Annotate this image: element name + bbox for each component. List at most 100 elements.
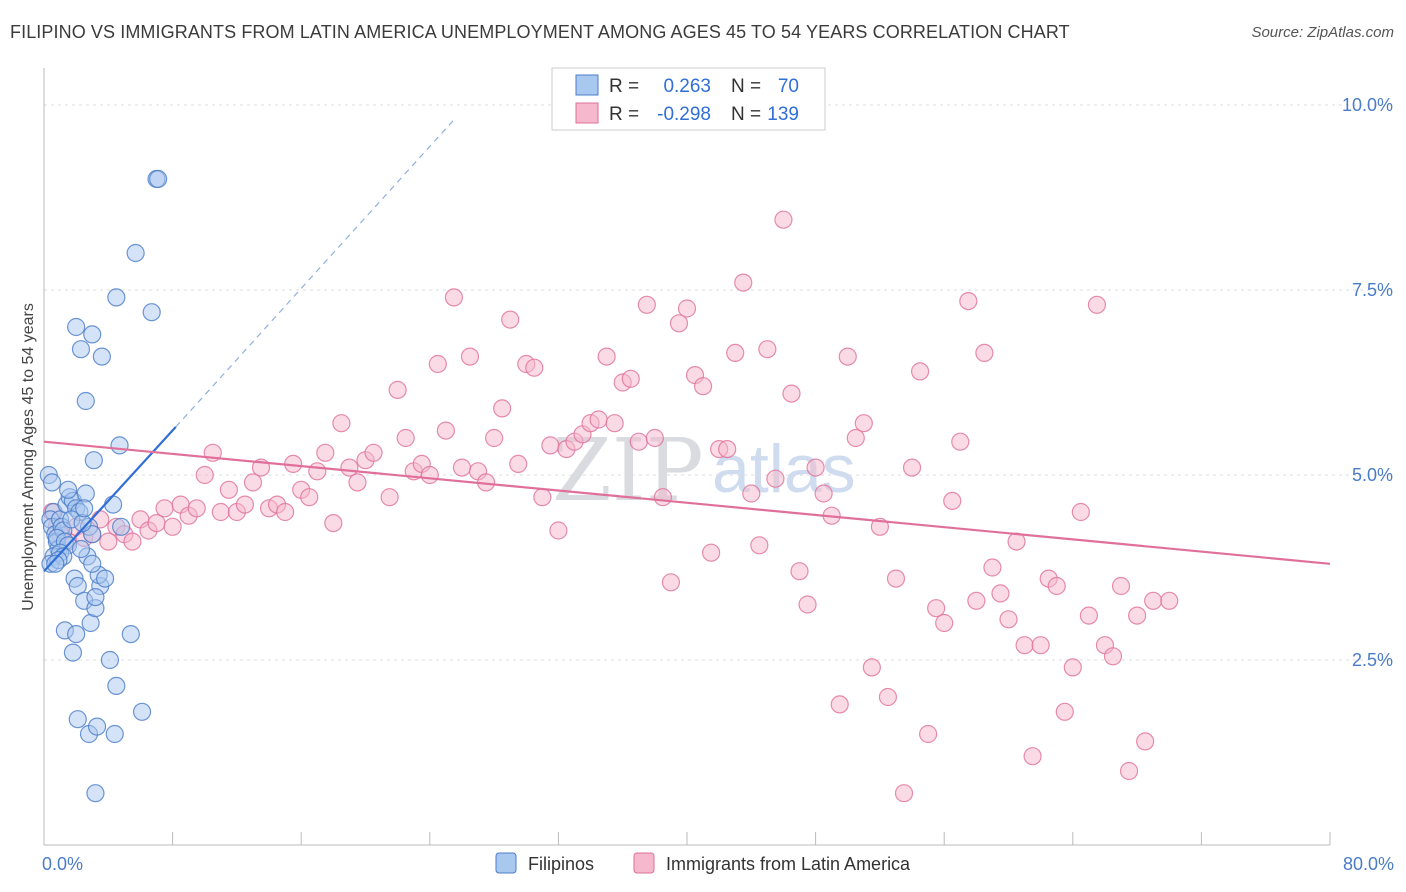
filipino-point xyxy=(84,451,103,470)
filipino-point xyxy=(121,624,140,644)
latin-america-point xyxy=(814,484,833,503)
x-tick-label-max: 80.0% xyxy=(1343,854,1394,874)
legend-n-value-1: 70 xyxy=(778,76,799,97)
latin-america-point xyxy=(854,414,873,433)
latin-america-point xyxy=(702,543,721,562)
latin-america-point xyxy=(726,343,745,362)
latin-america-point xyxy=(211,502,230,522)
latin-america-point xyxy=(436,421,455,440)
latin-america-point xyxy=(541,436,560,455)
filipino-trend-line xyxy=(43,426,177,572)
latin-america-point xyxy=(316,443,335,462)
filipino-point xyxy=(95,569,115,588)
filipino-point xyxy=(86,784,105,803)
latin-america-trend-line xyxy=(43,440,1331,565)
latin-america-point xyxy=(332,414,351,433)
latin-america-point xyxy=(123,532,142,551)
latin-america-point xyxy=(276,502,295,522)
filipino-point xyxy=(92,347,111,366)
filipino-point xyxy=(142,303,161,322)
latin-america-point xyxy=(1047,576,1066,596)
latin-america-point xyxy=(388,380,407,399)
latin-america-point xyxy=(838,347,857,366)
latin-america-point xyxy=(380,488,399,507)
latin-america-point xyxy=(1071,502,1090,522)
x-axis-ticks xyxy=(172,832,1331,845)
latin-america-point xyxy=(235,495,255,514)
filipino-point xyxy=(112,517,131,536)
gridlines xyxy=(44,104,1392,661)
filipino-point xyxy=(68,710,87,729)
latin-america-point xyxy=(621,369,640,388)
latin-america-point xyxy=(798,595,817,614)
latin-america-point xyxy=(758,340,777,359)
latin-america-point xyxy=(846,428,865,448)
y-tick-label: 5.0% xyxy=(1352,465,1393,485)
bottom-legend-filipinos: Filipinos xyxy=(528,854,594,874)
latin-america-point xyxy=(637,295,656,314)
latin-america-point xyxy=(653,488,672,507)
latin-america-point xyxy=(742,484,761,503)
bottom-legend-latin-america: Immigrants from Latin America xyxy=(666,854,911,874)
latin-america-point xyxy=(910,362,930,381)
latin-america-point xyxy=(420,465,439,485)
latin-america-point xyxy=(509,454,528,473)
legend-n-value-2: 139 xyxy=(767,104,799,125)
latin-america-point xyxy=(444,288,464,307)
latin-america-point xyxy=(589,410,608,429)
latin-america-point xyxy=(308,462,327,481)
filipino-point xyxy=(83,554,102,573)
latin-america-point xyxy=(959,292,978,311)
latin-america-point xyxy=(525,358,544,377)
latin-america-point xyxy=(364,443,383,462)
latin-america-point xyxy=(766,469,785,488)
latin-america-point xyxy=(943,491,962,510)
filipino-points xyxy=(39,169,168,803)
correlation-legend: R = 0.263 N = 70 R = -0.298 N = 139 xyxy=(551,67,826,131)
filipino-point xyxy=(83,325,102,344)
latin-america-point xyxy=(597,347,616,366)
latin-america-point xyxy=(549,521,568,540)
filipino-point xyxy=(71,340,91,359)
trend-lines xyxy=(43,119,1331,572)
latin-america-point xyxy=(975,343,994,362)
latin-america-point xyxy=(734,273,753,292)
latin-america-point xyxy=(1087,295,1107,314)
filipino-trend-extension xyxy=(175,119,455,428)
latin-america-point xyxy=(927,599,946,618)
filipino-point xyxy=(59,480,78,499)
latin-america-point xyxy=(919,724,938,744)
latin-america-point xyxy=(750,536,769,555)
y-tick-label: 7.5% xyxy=(1352,280,1393,300)
legend-n-label-1: N = xyxy=(731,76,761,97)
filipino-point xyxy=(67,317,86,337)
latin-america-point xyxy=(155,499,174,518)
filipino-point xyxy=(107,676,126,696)
source-label: Source: ZipAtlas.com xyxy=(1251,24,1394,41)
filipino-point xyxy=(46,554,65,573)
latin-america-point xyxy=(1079,606,1098,625)
latin-america-point xyxy=(1023,747,1042,766)
latin-america-point xyxy=(219,480,238,499)
filipino-point xyxy=(100,650,120,670)
latin-america-point xyxy=(396,428,415,448)
legend-n-label-2: N = xyxy=(731,104,761,125)
filipino-point xyxy=(75,499,94,518)
latin-america-point xyxy=(718,440,737,459)
legend-r-label-1: R = xyxy=(609,76,639,97)
latin-america-point xyxy=(991,584,1010,603)
chart-title: FILIPINO VS IMMIGRANTS FROM LATIN AMERIC… xyxy=(10,22,1070,42)
latin-america-point xyxy=(983,558,1002,577)
latin-america-point xyxy=(501,310,520,329)
filipino-point xyxy=(63,643,83,662)
legend-swatch-pink xyxy=(575,102,599,124)
latin-america-point xyxy=(782,384,801,403)
latin-america-point xyxy=(693,377,713,396)
legend-r-value-1: 0.263 xyxy=(663,76,711,97)
x-tick-label-min: 0.0% xyxy=(42,854,83,874)
latin-america-point xyxy=(862,658,881,677)
latin-america-point xyxy=(1031,636,1050,655)
latin-america-point xyxy=(878,687,898,707)
filipino-point xyxy=(110,436,129,455)
